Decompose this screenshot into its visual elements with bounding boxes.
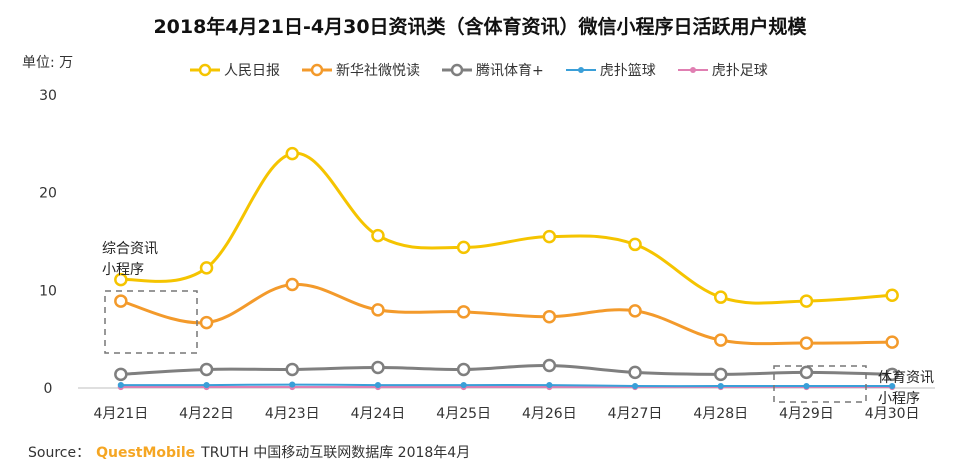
series-line bbox=[120, 383, 893, 388]
data-point bbox=[289, 381, 296, 388]
source-label: Source： bbox=[28, 445, 91, 461]
data-point bbox=[203, 381, 210, 389]
legend-swatch bbox=[302, 63, 332, 77]
data-point bbox=[717, 382, 724, 390]
data-point bbox=[456, 362, 471, 377]
data-point bbox=[803, 382, 810, 390]
data-point bbox=[885, 335, 899, 349]
data-point bbox=[114, 294, 128, 308]
data-point bbox=[714, 333, 728, 347]
data-point bbox=[114, 272, 128, 287]
x-tick-label: 4月29日 bbox=[779, 406, 834, 422]
data-point bbox=[460, 381, 467, 389]
data-point bbox=[885, 367, 899, 382]
data-point bbox=[371, 228, 385, 243]
x-tick-label: 4月22日 bbox=[179, 406, 234, 422]
annotation-box-sports-news bbox=[773, 365, 867, 403]
legend-item: 新华社微悦读 bbox=[302, 60, 420, 80]
x-tick-label: 4月26日 bbox=[522, 406, 577, 422]
x-tick-label: 4月27日 bbox=[608, 406, 663, 422]
legend-item: 腾讯体育+ bbox=[442, 60, 544, 80]
data-point bbox=[371, 303, 385, 317]
data-point bbox=[285, 277, 299, 292]
data-point bbox=[117, 381, 124, 389]
data-point bbox=[542, 358, 557, 373]
legend-label: 腾讯体育+ bbox=[476, 63, 544, 79]
data-point bbox=[714, 367, 728, 382]
source-line: Source： QuestMobile TRUTH 中国移动互联网数据库 201… bbox=[28, 442, 470, 462]
x-tick-label: 4月30日 bbox=[865, 406, 920, 422]
legend-item: 人民日报 bbox=[190, 60, 280, 80]
data-point bbox=[285, 146, 299, 161]
data-point bbox=[885, 288, 899, 302]
series-1 bbox=[114, 146, 899, 308]
data-point bbox=[542, 309, 557, 324]
annotation-label-general-news: 小程序 bbox=[102, 262, 144, 278]
data-point bbox=[285, 362, 299, 377]
data-point bbox=[199, 315, 214, 330]
legend-label: 新华社微悦读 bbox=[336, 63, 420, 79]
legend-swatch-marker bbox=[577, 67, 584, 73]
data-point bbox=[799, 336, 814, 350]
annotation-label-sports-news: 小程序 bbox=[878, 391, 920, 407]
annotation-box-general-news bbox=[104, 290, 198, 354]
legend-swatch bbox=[442, 63, 472, 77]
data-point bbox=[799, 294, 814, 308]
data-point bbox=[542, 229, 557, 244]
legend-item: 虎扑篮球 bbox=[565, 60, 656, 80]
legend-swatch-marker bbox=[310, 63, 324, 77]
legend-label: 虎扑篮球 bbox=[599, 63, 656, 79]
legend-swatch-marker bbox=[450, 63, 464, 77]
data-point bbox=[889, 382, 896, 390]
data-point bbox=[546, 381, 553, 389]
annotation-label-general-news: 综合资讯 bbox=[102, 241, 158, 257]
legend: 人民日报 新华社微悦读 腾讯体育+ 虎扑篮球 虎扑足球 bbox=[190, 60, 768, 80]
data-point bbox=[628, 237, 642, 252]
data-point bbox=[199, 362, 214, 377]
x-tick-label: 4月24日 bbox=[351, 406, 406, 422]
x-tick-label: 4月21日 bbox=[93, 406, 148, 422]
legend-item: 虎扑足球 bbox=[677, 60, 768, 80]
y-tick-label: 10 bbox=[39, 283, 57, 299]
source-text: TRUTH 中国移动互联网数据库 2018年4月 bbox=[201, 445, 471, 461]
data-point bbox=[628, 304, 642, 318]
source-brand: QuestMobile bbox=[96, 445, 196, 461]
series-3 bbox=[114, 358, 899, 382]
x-tick-label: 4月28日 bbox=[693, 406, 748, 422]
y-axis-unit-label: 单位: 万 bbox=[22, 55, 74, 71]
data-point bbox=[114, 367, 128, 382]
x-tick-label: 4月25日 bbox=[436, 406, 491, 422]
data-point bbox=[631, 382, 639, 390]
data-point bbox=[371, 360, 385, 375]
data-point bbox=[456, 240, 471, 255]
data-point bbox=[374, 381, 382, 389]
legend-swatch-marker bbox=[689, 67, 696, 73]
series-2 bbox=[114, 277, 899, 350]
data-point bbox=[799, 365, 814, 380]
legend-label: 虎扑足球 bbox=[711, 63, 768, 79]
data-point bbox=[456, 305, 471, 319]
series-4 bbox=[117, 381, 896, 390]
series-line bbox=[120, 282, 893, 346]
legend-swatch-marker bbox=[198, 63, 212, 77]
data-point bbox=[628, 365, 642, 380]
legend-label: 人民日报 bbox=[224, 63, 280, 79]
chart-title: 2018年4月21日-4月30日资讯类（含体育资讯）微信小程序日活跃用户规模 bbox=[153, 16, 807, 38]
legend-swatch bbox=[565, 67, 596, 73]
legend-swatch bbox=[677, 67, 708, 73]
y-tick-label: 0 bbox=[44, 381, 53, 397]
legend-swatch bbox=[190, 63, 220, 77]
data-point bbox=[714, 290, 728, 304]
series-line bbox=[120, 152, 893, 305]
series-line bbox=[120, 364, 893, 376]
data-point bbox=[199, 261, 214, 275]
y-tick-label: 30 bbox=[39, 88, 57, 104]
x-tick-label: 4月23日 bbox=[265, 406, 320, 422]
y-tick-label: 20 bbox=[39, 186, 57, 202]
annotation-label-sports-news: 体育资讯 bbox=[878, 370, 934, 386]
